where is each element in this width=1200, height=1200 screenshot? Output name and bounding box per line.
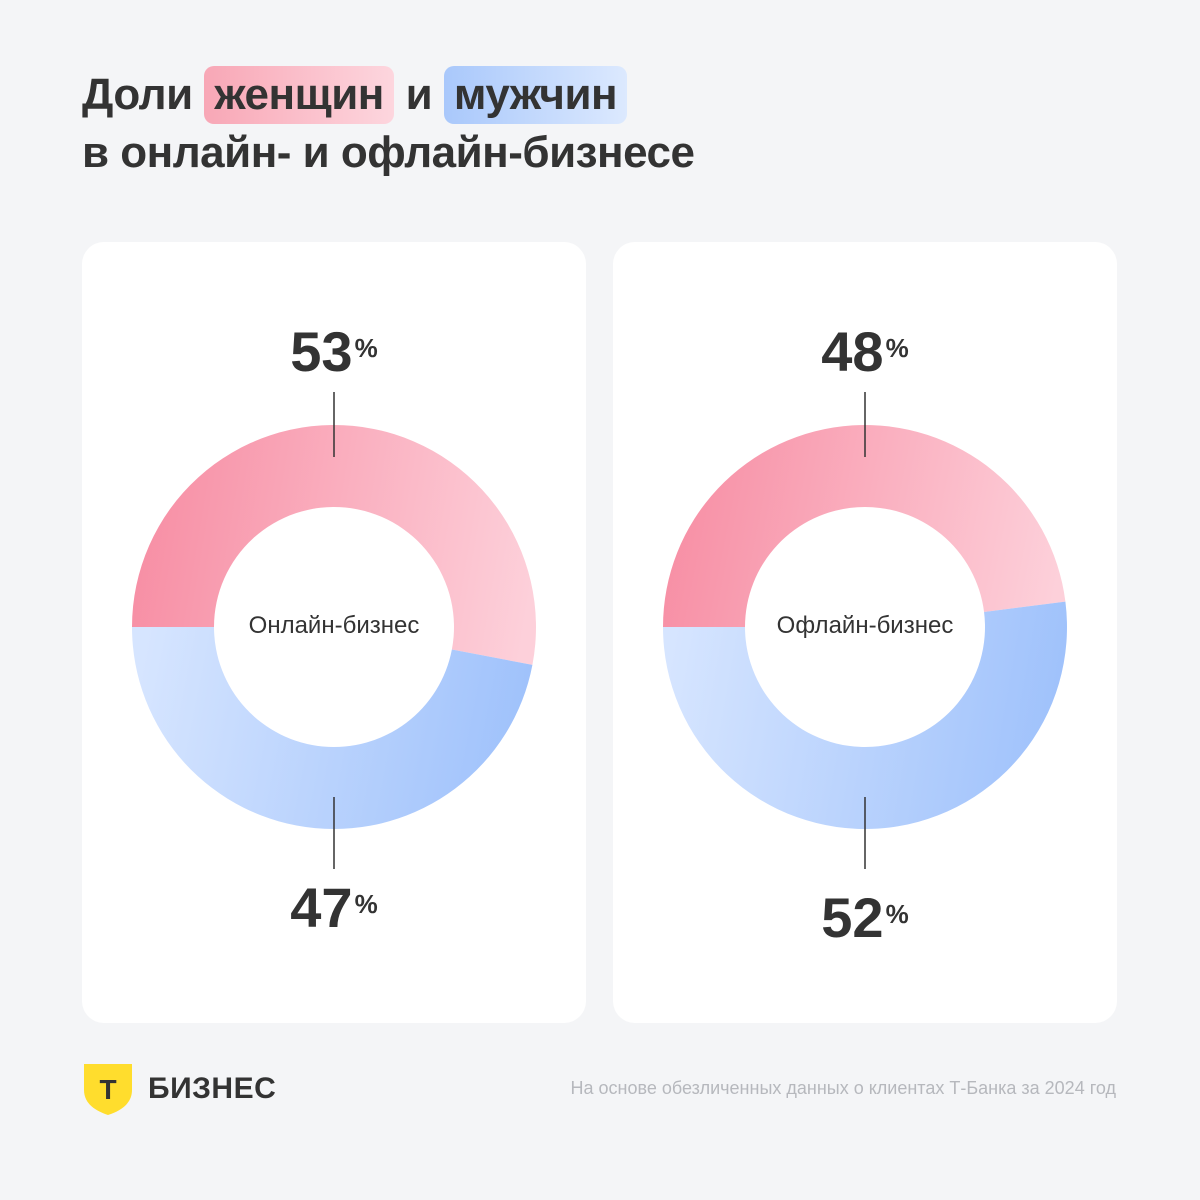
offline-center-label: Офлайн-бизнес [776,612,954,639]
title-line-1: Доли женщин и мужчин [82,66,694,124]
offline-men-unit: % [885,899,909,929]
offline-women-unit: % [885,333,909,363]
offline-women-value: 48 [821,320,884,383]
online-men-unit: % [354,889,378,919]
brand-logo: Т БИЗНЕС [82,1062,276,1116]
online-men-value: 47 [290,876,353,939]
offline-men-percent: 52% [613,888,1117,948]
footnote: На основе обезличенных данных о клиентах… [570,1078,1116,1098]
shield-logo-icon: Т [84,1064,132,1115]
online-center-label: Онлайн-бизнес [248,612,420,639]
offline-business-card: 48% Офлайн-бизнес 52% [613,242,1117,1023]
title-part-1: Доли [82,70,193,119]
women-segment [132,424,536,665]
title-line-2: в онлайн- и офлайн-бизнесе [82,128,695,177]
offline-donut-chart [663,392,1067,869]
title-part-2: и [405,70,433,119]
online-women-unit: % [354,333,378,363]
page-title: Доли женщин и мужчин в онлайн- и офлайн-… [82,66,695,182]
logo-text: БИЗНЕС [148,1072,277,1105]
online-women-value: 53 [290,320,353,383]
women-segment [663,425,1066,627]
online-men-percent: 47% [82,878,586,938]
men-segment [132,627,533,829]
women-highlight: женщин [204,66,394,124]
men-highlight: мужчин [443,66,628,124]
online-business-card: 53% Онлайн-бизнес 47% [82,242,586,1023]
offline-men-value: 52 [821,886,884,949]
offline-women-percent: 48% [613,322,1117,382]
online-donut-chart [132,392,536,869]
logo-mark-letter: Т [99,1074,116,1105]
men-segment [663,601,1067,830]
online-women-percent: 53% [82,322,586,382]
